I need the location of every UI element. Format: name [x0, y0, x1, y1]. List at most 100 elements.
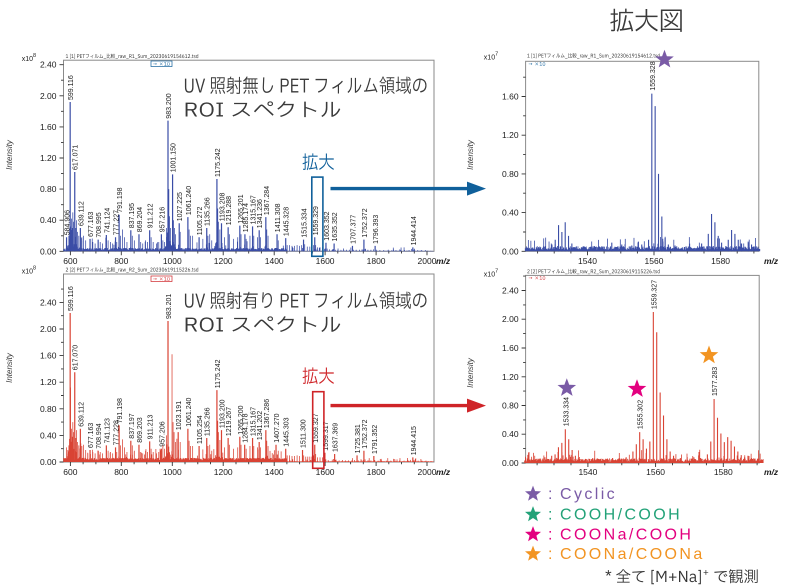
- svg-text:1023.191: 1023.191: [176, 401, 183, 430]
- svg-text::: :: [548, 546, 555, 563]
- svg-text:1540: 1540: [578, 467, 597, 477]
- svg-text:1219.288: 1219.288: [226, 196, 233, 225]
- svg-text:1580: 1580: [714, 467, 733, 477]
- svg-text:0.00: 0.00: [502, 246, 519, 256]
- svg-text:1.60: 1.60: [502, 343, 519, 353]
- svg-text:0.40: 0.40: [40, 215, 57, 225]
- svg-text:1.20: 1.20: [502, 130, 519, 140]
- svg-text:677.163: 677.163: [88, 211, 95, 236]
- svg-text:1315.167: 1315.167: [251, 195, 258, 224]
- svg-text:599.116: 599.116: [68, 75, 75, 100]
- svg-text:837.197: 837.197: [129, 413, 136, 438]
- svg-text:Intensity: Intensity: [466, 139, 475, 170]
- svg-text:1027.225: 1027.225: [177, 192, 184, 221]
- svg-text:1791.352: 1791.352: [372, 425, 379, 454]
- svg-text:x10: x10: [22, 269, 33, 276]
- svg-text:1445.303: 1445.303: [284, 417, 291, 446]
- svg-text:1200: 1200: [214, 467, 233, 477]
- svg-text:1105.272: 1105.272: [197, 207, 204, 236]
- svg-text:957.206: 957.206: [159, 421, 166, 446]
- svg-text:777.227: 777.227: [114, 210, 121, 235]
- svg-text:1407.270: 1407.270: [274, 413, 281, 442]
- svg-text:0.80: 0.80: [502, 401, 519, 411]
- svg-text:1219.267: 1219.267: [226, 407, 233, 436]
- svg-text:957.216: 957.216: [159, 207, 166, 232]
- svg-text:983.201: 983.201: [166, 294, 173, 319]
- svg-text:1400: 1400: [265, 256, 284, 266]
- svg-text:741.123: 741.123: [104, 418, 111, 443]
- svg-text::: :: [548, 486, 555, 503]
- svg-text:1603.352: 1603.352: [324, 211, 331, 240]
- svg-text:1559.327: 1559.327: [313, 413, 320, 442]
- svg-text:1.20: 1.20: [40, 153, 57, 163]
- svg-text:7: 7: [495, 269, 498, 275]
- svg-text:800: 800: [114, 256, 128, 266]
- svg-text:1284.178: 1284.178: [243, 413, 250, 442]
- svg-text:1341.202: 1341.202: [257, 411, 264, 440]
- svg-text:777.228: 777.228: [114, 420, 121, 445]
- svg-text::: :: [548, 507, 555, 524]
- svg-text:600: 600: [63, 467, 77, 477]
- svg-text:0.80: 0.80: [40, 404, 57, 414]
- svg-text:800: 800: [114, 467, 128, 477]
- svg-text:2.00: 2.00: [40, 91, 57, 101]
- svg-text:2.00: 2.00: [40, 324, 57, 334]
- svg-text:1637.369: 1637.369: [333, 423, 340, 452]
- svg-text:m/z: m/z: [436, 467, 451, 477]
- svg-text:1533.334: 1533.334: [563, 397, 570, 426]
- svg-text:0.40: 0.40: [502, 208, 519, 218]
- svg-text:1511.300: 1511.300: [301, 419, 308, 448]
- svg-text:837.195: 837.195: [129, 203, 136, 228]
- svg-text:983.200: 983.200: [166, 93, 173, 118]
- svg-text:1752.372: 1752.372: [362, 208, 369, 237]
- svg-text:1.20: 1.20: [502, 372, 519, 382]
- svg-text:639.112: 639.112: [78, 402, 85, 427]
- svg-text:2.00: 2.00: [502, 314, 519, 324]
- svg-text:x10: x10: [484, 54, 495, 61]
- svg-text:1265.201: 1265.201: [238, 194, 245, 223]
- svg-text:1577.283: 1577.283: [712, 367, 719, 396]
- svg-text:1105.254: 1105.254: [197, 415, 204, 444]
- svg-text:617.070: 617.070: [73, 345, 80, 370]
- svg-text:869.204: 869.204: [137, 207, 144, 232]
- svg-text:0.00: 0.00: [40, 246, 57, 256]
- svg-text:Intensity: Intensity: [466, 357, 475, 388]
- svg-text:1175.242: 1175.242: [215, 359, 222, 388]
- svg-text:869.203: 869.203: [137, 417, 144, 442]
- svg-text:1.20: 1.20: [40, 377, 57, 387]
- svg-text::: :: [548, 527, 555, 544]
- svg-text:m/z: m/z: [764, 467, 779, 477]
- svg-text:2.40: 2.40: [502, 286, 519, 296]
- svg-text:1265.200: 1265.200: [238, 405, 245, 434]
- svg-text:1800: 1800: [367, 467, 386, 477]
- svg-text:1400: 1400: [265, 467, 284, 477]
- svg-text:Intensity: Intensity: [5, 352, 14, 383]
- svg-text:2000: 2000: [418, 256, 437, 266]
- svg-text:1135.266: 1135.266: [205, 197, 212, 226]
- svg-text:1411.308: 1411.308: [275, 203, 282, 232]
- svg-text:1061.240: 1061.240: [186, 186, 193, 215]
- svg-text:1635.352: 1635.352: [332, 212, 339, 241]
- svg-text:7: 7: [495, 52, 498, 58]
- svg-text:617.071: 617.071: [73, 145, 80, 170]
- svg-text:0.00: 0.00: [40, 457, 57, 467]
- svg-text:1367.284: 1367.284: [264, 186, 271, 215]
- svg-text:1559.328: 1559.328: [650, 61, 657, 90]
- svg-text:600: 600: [63, 256, 77, 266]
- svg-text:741.124: 741.124: [104, 208, 111, 233]
- svg-text:1796.393: 1796.393: [373, 215, 380, 244]
- svg-text:1315.167: 1315.167: [251, 407, 258, 436]
- svg-text:2.40: 2.40: [40, 297, 57, 307]
- svg-text:Cyclic: Cyclic: [560, 486, 617, 503]
- svg-text:1.60: 1.60: [502, 92, 519, 102]
- svg-text:1944.415: 1944.415: [411, 426, 418, 455]
- svg-text:1555.302: 1555.302: [638, 400, 645, 429]
- svg-text:1000: 1000: [163, 467, 182, 477]
- svg-text:708.995: 708.995: [96, 212, 103, 237]
- svg-text:1341.236: 1341.236: [257, 199, 264, 228]
- svg-text:2.40: 2.40: [40, 60, 57, 70]
- svg-text:0.80: 0.80: [40, 184, 57, 194]
- svg-text:911.212: 911.212: [148, 203, 155, 228]
- svg-text:791.198: 791.198: [117, 187, 124, 212]
- svg-text:1600: 1600: [316, 256, 335, 266]
